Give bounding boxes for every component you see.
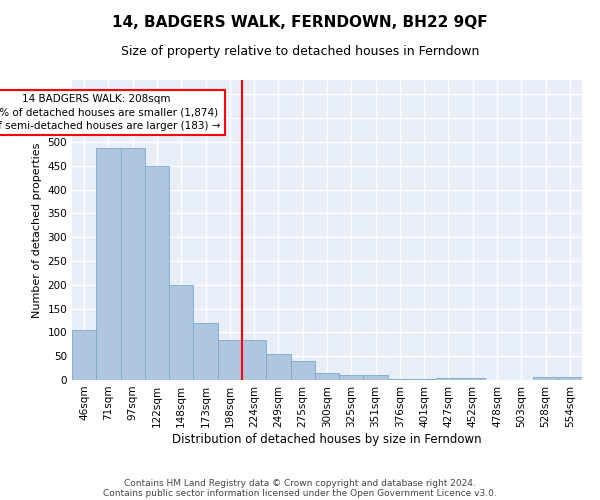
Text: Contains HM Land Registry data © Crown copyright and database right 2024.: Contains HM Land Registry data © Crown c… (124, 478, 476, 488)
Y-axis label: Number of detached properties: Number of detached properties (32, 142, 42, 318)
Bar (96, 148, 121, 380)
Bar (218, 340, 242, 380)
Text: 14 BADGERS WALK: 208sqm
← 91% of detached houses are smaller (1,874)
9% of semi-: 14 BADGERS WALK: 208sqm ← 91% of detache… (0, 94, 221, 130)
Bar (169, 285, 193, 380)
Bar (364, 375, 388, 380)
Text: 14, BADGERS WALK, FERNDOWN, BH22 9QF: 14, BADGERS WALK, FERNDOWN, BH22 9QF (112, 15, 488, 30)
Bar (412, 378, 436, 380)
Bar (193, 323, 218, 380)
Bar (533, 376, 558, 380)
Text: Contains public sector information licensed under the Open Government Licence v3: Contains public sector information licen… (103, 488, 497, 498)
Bar (145, 166, 169, 380)
Bar (339, 375, 364, 380)
X-axis label: Distribution of detached houses by size in Ferndown: Distribution of detached houses by size … (172, 432, 482, 446)
Bar (558, 376, 582, 380)
Bar (121, 148, 145, 380)
Text: Size of property relative to detached houses in Ferndown: Size of property relative to detached ho… (121, 45, 479, 58)
Bar (290, 361, 315, 380)
Bar (436, 378, 461, 380)
Bar (266, 354, 290, 380)
Bar (315, 373, 339, 380)
Bar (388, 378, 412, 380)
Bar (242, 340, 266, 380)
Bar (72, 330, 96, 380)
Bar (461, 378, 485, 380)
